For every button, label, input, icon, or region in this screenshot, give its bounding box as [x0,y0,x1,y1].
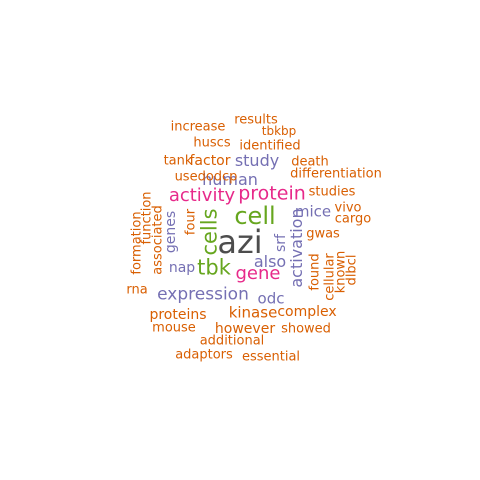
word-complex: complex [277,304,337,320]
word-gene: gene [235,263,281,284]
word-associated: associated [150,205,166,275]
word-human: human [202,170,258,189]
word-differentiation: differentiation [290,166,382,182]
word-dlbcl: dlbcl [344,254,360,286]
word-identified: identified [239,138,301,154]
word-however: however [214,321,276,337]
word-formation: formation [129,211,145,275]
word-gwas: gwas [306,226,340,242]
word-additional: additional [199,333,265,349]
word-adaptors: adaptors [175,347,233,363]
word-expression: expression [157,284,249,305]
word-nap: nap [168,260,196,276]
word-proteins: proteins [149,307,207,323]
word-cells: cells [197,208,222,256]
word-tank: tank [163,153,193,169]
word-factor: factor [189,153,231,169]
word-showed: showed [281,321,331,337]
word-kinase: kinase [228,303,278,322]
word-mice: mice [294,202,332,221]
word-four: four [183,208,199,236]
word-cell: cell [234,202,276,230]
word-cargo: cargo [334,211,372,227]
word-found: found [307,253,323,291]
word-odc: odc [257,289,285,308]
word-protein: protein [238,182,306,205]
word-vivo: vivo [334,200,362,216]
word-genes: genes [163,210,179,254]
word-srf: srf [273,234,289,252]
word-studies: studies [308,184,356,200]
word-usedodcp: usedodcp [174,169,238,185]
word-results: results [234,112,278,128]
word-rna: rna [126,282,148,298]
word-mouse: mouse [152,320,196,336]
word-tbkbp: tbkbp [261,124,297,138]
word-also: also [253,252,287,271]
word-activity: activity [168,185,236,206]
word-azi: azi [217,223,263,261]
word-essential: essential [241,349,301,365]
word-increase: increase [170,119,226,135]
word-tbk: tbk [197,255,231,280]
word-huscs: huscs [193,135,231,151]
word-study: study [234,151,280,170]
word-death: death [291,154,329,170]
